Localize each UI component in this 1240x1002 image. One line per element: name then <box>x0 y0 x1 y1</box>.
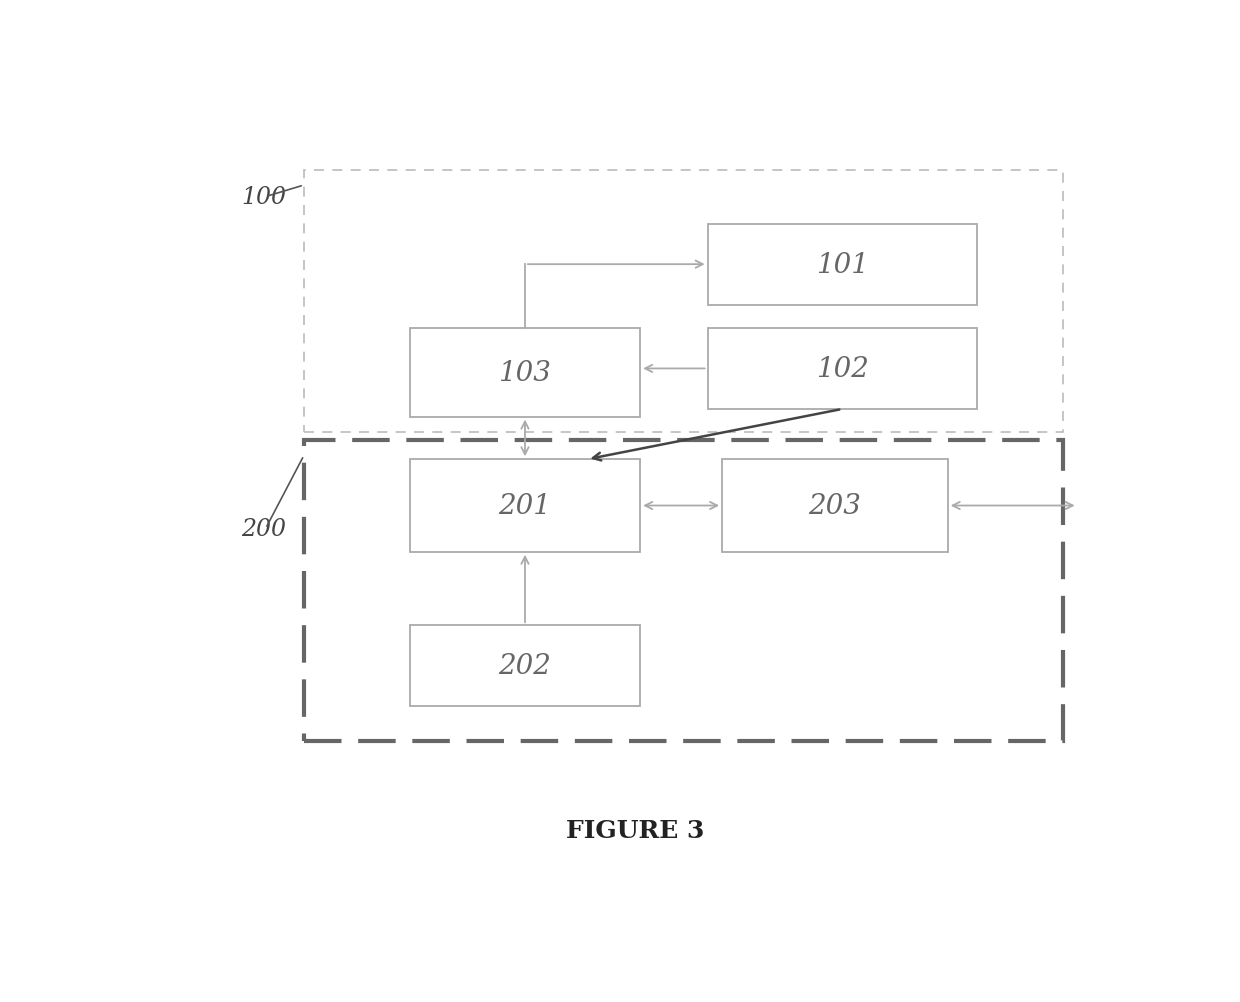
Bar <box>409 460 640 552</box>
Bar <box>708 329 977 410</box>
Text: FIGURE 3: FIGURE 3 <box>567 818 704 842</box>
Bar <box>409 329 640 417</box>
Text: 202: 202 <box>498 652 552 679</box>
Text: 200: 200 <box>242 518 286 541</box>
Bar <box>708 224 977 306</box>
Text: 102: 102 <box>816 356 868 383</box>
Bar <box>304 170 1063 433</box>
Text: 100: 100 <box>242 186 286 208</box>
Bar <box>722 460 947 552</box>
Text: 201: 201 <box>498 493 552 519</box>
Text: 203: 203 <box>808 493 862 519</box>
Text: 101: 101 <box>816 252 868 279</box>
Text: 103: 103 <box>498 360 552 387</box>
Bar <box>409 625 640 706</box>
Bar <box>304 441 1063 741</box>
